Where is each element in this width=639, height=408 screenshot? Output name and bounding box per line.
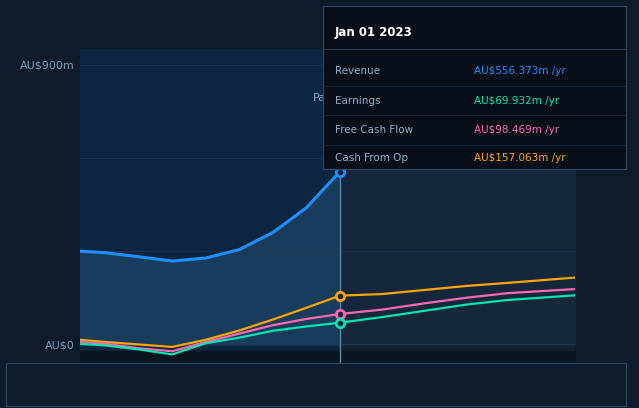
Text: Jan 01 2023: Jan 01 2023 (335, 26, 413, 39)
Text: Free Cash Flow: Free Cash Flow (318, 381, 396, 390)
Text: AU$98.469m /yr: AU$98.469m /yr (474, 125, 560, 135)
Bar (80, 49, 340, 363)
Text: ●: ● (295, 379, 306, 392)
Text: Revenue: Revenue (53, 381, 98, 390)
Text: AU$556.373m /yr: AU$556.373m /yr (474, 67, 566, 76)
Text: Free Cash Flow: Free Cash Flow (335, 125, 413, 135)
Text: Revenue: Revenue (335, 67, 380, 76)
Bar (340, 49, 575, 363)
Text: Past: Past (312, 93, 336, 103)
Text: AU$157.063m /yr: AU$157.063m /yr (474, 153, 566, 163)
Text: ●: ● (167, 379, 178, 392)
Text: ●: ● (435, 379, 447, 392)
Text: AU$69.932m /yr: AU$69.932m /yr (474, 96, 560, 106)
Text: Cash From Op: Cash From Op (459, 381, 532, 390)
Text: Earnings: Earnings (190, 381, 236, 390)
Text: Analysts Forecasts: Analysts Forecasts (344, 93, 448, 103)
Text: ●: ● (29, 379, 41, 392)
Text: Cash From Op: Cash From Op (335, 153, 408, 163)
Text: Earnings: Earnings (335, 96, 380, 106)
